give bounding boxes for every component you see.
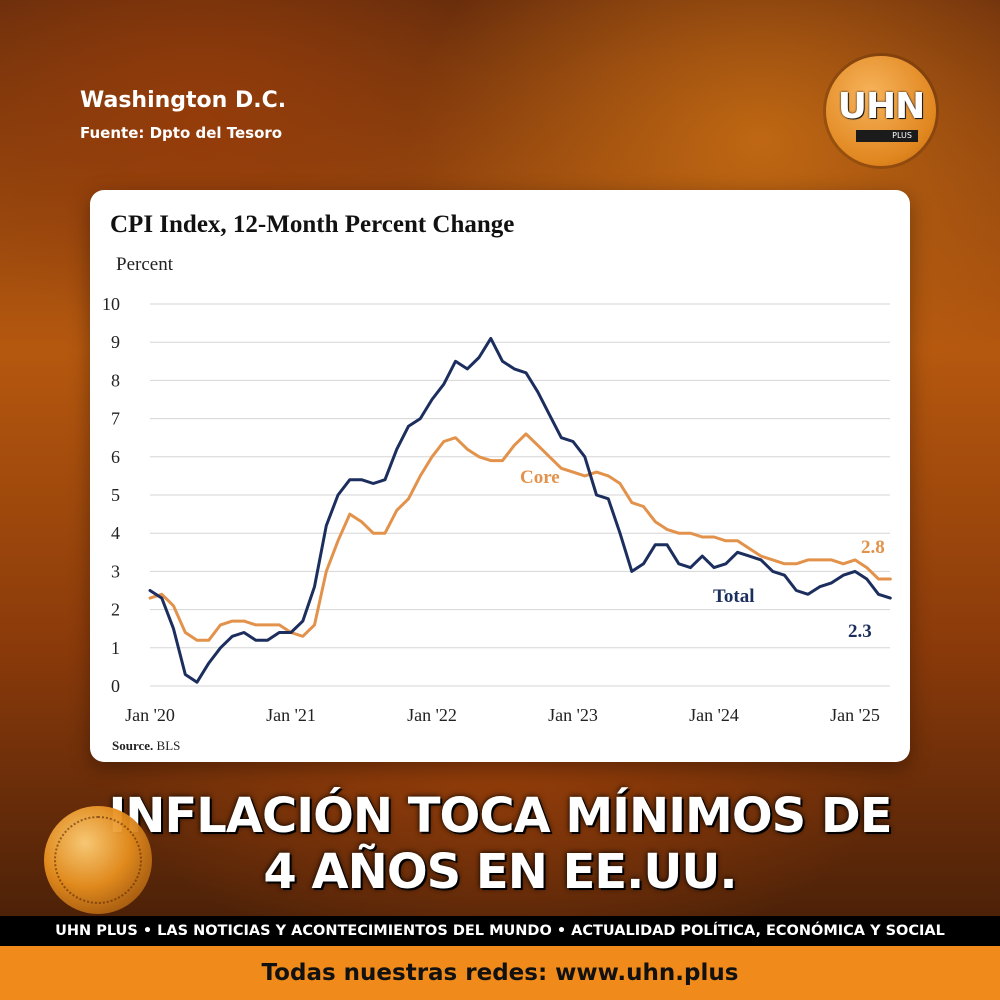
headline-line-1: INFLACIÓN TOCA MÍNIMOS DE bbox=[108, 788, 892, 844]
chart-card: CPI Index, 12-Month Percent Change Perce… bbox=[90, 190, 910, 762]
y-tick-label: 10 bbox=[102, 294, 120, 314]
core-series-label: Core bbox=[520, 467, 560, 488]
source-label: Fuente: Dpto del Tesoro bbox=[80, 124, 283, 142]
x-tick-label: Jan '21 bbox=[266, 705, 316, 725]
headline-line-2: 4 AÑOS EN EE.UU. bbox=[263, 844, 737, 900]
logo-subtext: PLUS bbox=[856, 130, 918, 142]
y-tick-label: 1 bbox=[111, 638, 120, 658]
uhn-logo: UHN PLUS bbox=[826, 56, 936, 166]
footer-link[interactable]: Todas nuestras redes: www.uhn.plus bbox=[0, 946, 1000, 1000]
y-tick-label: 5 bbox=[111, 485, 120, 505]
total-end-value: 2.3 bbox=[848, 621, 872, 642]
chart-source-value: BLS bbox=[157, 738, 181, 753]
tagline-bar: UHN PLUS • LAS NOTICIAS Y ACONTECIMIENTO… bbox=[0, 916, 1000, 946]
core-series-line bbox=[148, 432, 892, 642]
y-axis-label: Percent bbox=[116, 254, 174, 275]
globe-icon bbox=[44, 806, 152, 914]
chart-title: CPI Index, 12-Month Percent Change bbox=[110, 211, 514, 238]
y-tick-label: 0 bbox=[111, 676, 120, 696]
chart-source-key: Source. bbox=[112, 738, 153, 753]
x-tick-label: Jan '25 bbox=[830, 705, 880, 725]
core-end-value: 2.8 bbox=[861, 537, 885, 558]
x-tick-label: Jan '20 bbox=[125, 705, 175, 725]
headline: INFLACIÓN TOCA MÍNIMOS DE 4 AÑOS EN EE.U… bbox=[0, 788, 1000, 900]
x-tick-label: Jan '23 bbox=[548, 705, 598, 725]
y-tick-label: 3 bbox=[111, 561, 120, 581]
total-series-label: Total bbox=[713, 586, 755, 607]
cpi-line-chart: CPI Index, 12-Month Percent Change Perce… bbox=[102, 211, 892, 753]
total-series-line bbox=[148, 336, 892, 684]
y-tick-label: 8 bbox=[111, 370, 120, 390]
x-tick-label: Jan '24 bbox=[689, 705, 739, 725]
y-tick-label: 9 bbox=[111, 332, 120, 352]
location-label: Washington D.C. bbox=[80, 88, 287, 113]
grid-lines bbox=[150, 303, 890, 687]
y-tick-label: 6 bbox=[111, 447, 120, 467]
series-lines bbox=[148, 336, 892, 684]
logo-text: UHN bbox=[837, 86, 926, 127]
y-tick-label: 4 bbox=[111, 523, 120, 543]
chart-source: Source. BLS bbox=[112, 738, 180, 753]
x-tick-label: Jan '22 bbox=[407, 705, 457, 725]
y-ticks: 0 1 2 3 4 5 6 7 8 9 10 bbox=[102, 294, 120, 696]
y-tick-label: 7 bbox=[111, 409, 120, 429]
y-tick-label: 2 bbox=[111, 600, 120, 620]
x-ticks: Jan '20 Jan '21 Jan '22 Jan '23 Jan '24 Jan '… bbox=[125, 705, 880, 725]
